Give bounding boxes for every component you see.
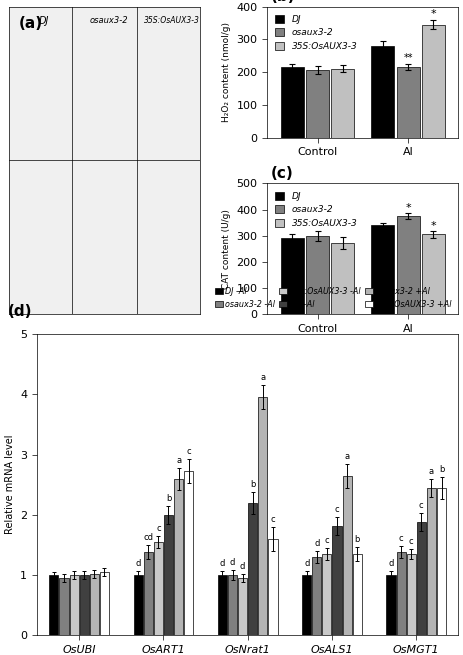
Text: d: d — [230, 558, 235, 567]
Bar — [59, 578, 69, 635]
Text: *: * — [431, 221, 436, 231]
Bar — [269, 539, 277, 635]
Bar — [80, 575, 89, 635]
Text: c: c — [156, 524, 161, 533]
Text: d: d — [304, 559, 309, 569]
Text: c: c — [335, 504, 339, 514]
Bar — [248, 503, 257, 635]
Bar — [353, 554, 362, 635]
Text: c: c — [419, 501, 424, 510]
Bar — [371, 46, 394, 138]
Text: d: d — [388, 559, 394, 569]
Bar — [50, 575, 58, 635]
Text: c: c — [187, 447, 191, 457]
Text: cd: cd — [143, 533, 153, 542]
Bar — [174, 479, 183, 635]
Bar — [218, 575, 227, 635]
Text: 35S:OsAUX3-3: 35S:OsAUX3-3 — [144, 16, 200, 25]
Text: b: b — [355, 534, 360, 544]
Bar — [332, 526, 342, 635]
Bar — [154, 542, 163, 635]
Bar — [69, 575, 79, 635]
Bar — [312, 557, 321, 635]
Y-axis label: H₂O₂ content (nmol/g): H₂O₂ content (nmol/g) — [222, 22, 231, 122]
Bar — [417, 522, 426, 635]
Text: b: b — [439, 465, 444, 474]
Text: d: d — [220, 559, 225, 569]
Text: c: c — [409, 537, 413, 546]
Text: a: a — [176, 456, 181, 465]
Bar — [302, 575, 311, 635]
Text: d: d — [136, 559, 141, 569]
Text: DJ: DJ — [38, 16, 49, 26]
Bar — [306, 69, 329, 138]
Bar — [422, 234, 445, 314]
Text: b: b — [250, 480, 256, 489]
Text: a: a — [429, 466, 434, 476]
Bar — [144, 552, 153, 635]
Bar — [134, 575, 143, 635]
Legend: DJ, osaux3-2, 35S:OsAUX3-3: DJ, osaux3-2, 35S:OsAUX3-3 — [272, 11, 361, 55]
Bar — [281, 238, 304, 314]
Y-axis label: Relative mRNA level: Relative mRNA level — [5, 435, 15, 534]
Text: *: * — [431, 9, 436, 19]
Bar — [331, 69, 354, 138]
Bar — [396, 216, 419, 314]
Bar — [238, 578, 247, 635]
Text: d: d — [240, 562, 245, 571]
Legend: DJ, osaux3-2, 35S:OsAUX3-3: DJ, osaux3-2, 35S:OsAUX3-3 — [272, 188, 361, 232]
Text: *: * — [405, 203, 411, 213]
Y-axis label: CAT content (U/g): CAT content (U/g) — [222, 209, 231, 289]
Text: a: a — [260, 373, 265, 383]
Text: osaux3-2: osaux3-2 — [89, 16, 128, 25]
Bar — [164, 515, 173, 635]
Bar — [281, 67, 304, 138]
Bar — [371, 225, 394, 314]
Bar — [437, 488, 446, 635]
Text: c: c — [399, 534, 403, 543]
Bar — [306, 236, 329, 314]
Text: b: b — [166, 494, 171, 503]
Bar — [331, 243, 354, 314]
Text: **: ** — [403, 53, 413, 64]
Bar — [322, 554, 332, 635]
Bar — [396, 552, 406, 635]
Bar — [422, 24, 445, 138]
Text: d: d — [314, 539, 319, 548]
Bar — [100, 572, 109, 635]
Bar — [343, 476, 352, 635]
Bar — [258, 398, 268, 635]
Bar — [387, 575, 395, 635]
Text: (a): (a) — [19, 16, 43, 31]
Legend: DJ -Al, osaux3-2 -Al, 35S:OsAUX3-3 -Al, DJ +Al, osaux3-2 +Al, 35S:OsAUX3-3 +Al: DJ -Al, osaux3-2 -Al, 35S:OsAUX3-3 -Al, … — [211, 284, 454, 312]
Bar — [396, 67, 419, 138]
Text: (d): (d) — [7, 304, 32, 319]
Text: a: a — [344, 451, 350, 460]
Bar — [228, 575, 237, 635]
Text: (b): (b) — [271, 0, 296, 4]
Bar — [184, 472, 193, 635]
Bar — [407, 554, 416, 635]
Bar — [90, 574, 99, 635]
Bar — [427, 488, 436, 635]
Text: c: c — [271, 515, 275, 524]
Text: (c): (c) — [271, 166, 294, 181]
Text: c: c — [325, 536, 329, 545]
